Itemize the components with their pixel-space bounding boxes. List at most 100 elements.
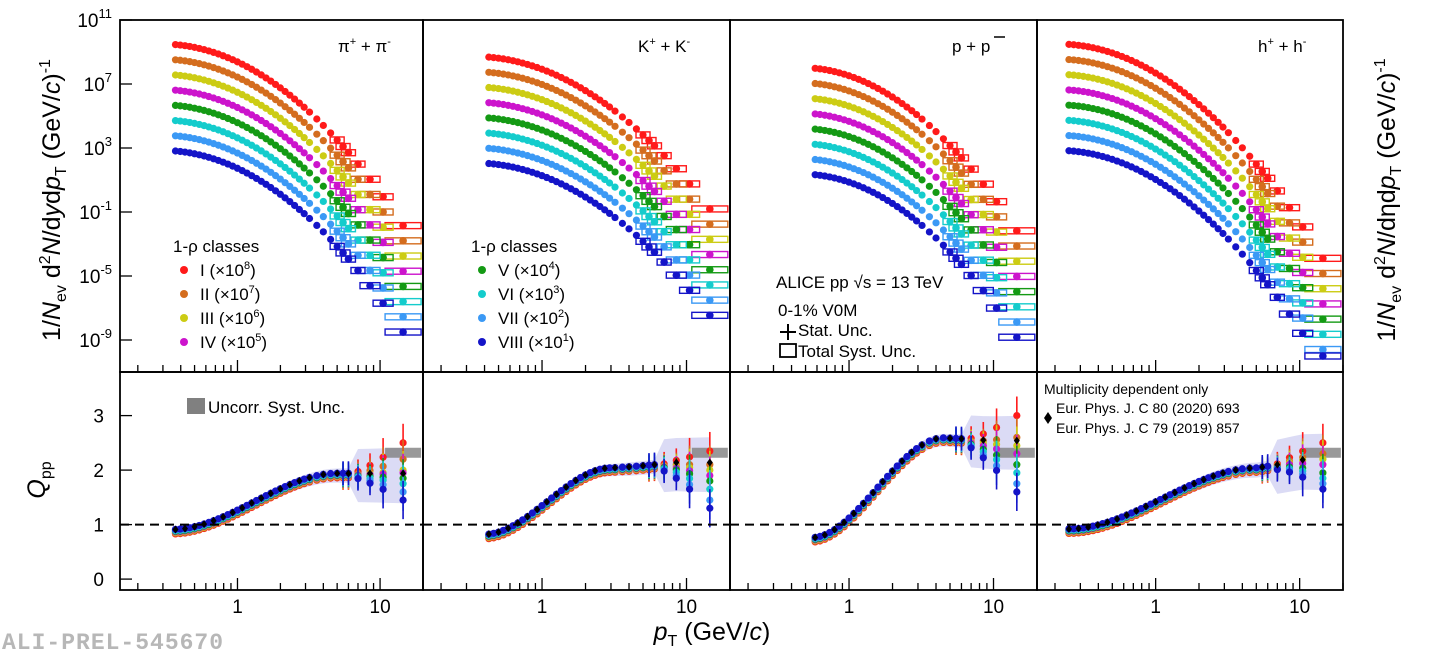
data-point (1285, 468, 1294, 476)
data-point (908, 198, 916, 206)
reference-point (485, 530, 492, 539)
data-point (366, 221, 374, 229)
legend-marker-class-4 (180, 338, 188, 346)
data-point (1298, 299, 1307, 307)
x-tick-label: 10 (676, 597, 697, 618)
data-point (1273, 466, 1281, 474)
data-point (354, 475, 362, 483)
data-point (650, 142, 659, 150)
data-point (632, 170, 641, 179)
data-point (660, 167, 668, 175)
data-point (632, 201, 641, 209)
data-point (1180, 195, 1189, 203)
data-point (333, 197, 341, 205)
data-point (908, 213, 916, 221)
data-point (1224, 205, 1232, 213)
y-tick-label: 103 (84, 134, 112, 160)
data-point (967, 271, 975, 280)
data-point (1285, 219, 1294, 227)
data-point (1219, 169, 1227, 177)
data-point (319, 182, 327, 190)
data-point (1273, 232, 1282, 241)
data-point (300, 134, 308, 142)
data-point (946, 233, 954, 241)
data-point (650, 218, 659, 226)
reference-point (1232, 465, 1239, 474)
data-point (1200, 196, 1208, 204)
data-point (1219, 123, 1227, 131)
data-point (639, 237, 647, 245)
data-point (1252, 266, 1260, 275)
reference-point (1065, 524, 1072, 533)
data-point (685, 180, 694, 188)
species-label-kaon: K+ + K- (638, 36, 691, 56)
data-point (979, 271, 988, 280)
data-point (305, 123, 314, 131)
data-point (295, 129, 303, 138)
data-point (932, 143, 940, 151)
data-point (912, 156, 921, 164)
data-point (305, 138, 314, 147)
data-point (295, 145, 303, 153)
data-point (1180, 89, 1189, 97)
data-point (706, 265, 714, 274)
reference-point (651, 460, 658, 469)
data-point (611, 168, 619, 176)
data-point (1180, 119, 1189, 127)
data-point (300, 118, 308, 127)
data-point (1298, 329, 1307, 338)
legend-marker-class-3 (180, 314, 188, 322)
data-point (939, 180, 948, 188)
data-point (399, 313, 407, 321)
data-point (952, 193, 960, 202)
reference-point (958, 434, 965, 443)
data-point (932, 188, 940, 197)
data-point (1299, 473, 1307, 481)
data-point (339, 218, 347, 227)
data-point (1190, 127, 1198, 135)
data-point (925, 152, 934, 160)
data-point (379, 268, 387, 277)
data-point (295, 114, 303, 122)
data-point (1180, 180, 1189, 188)
data-point (1285, 234, 1294, 242)
reference-point (1171, 488, 1178, 497)
data-point (344, 209, 353, 218)
data-point (946, 187, 954, 195)
data-point (992, 213, 1001, 221)
data-point (1246, 198, 1254, 206)
data-point (1219, 199, 1227, 207)
data-point (605, 464, 614, 472)
y-tick-label: 10-1 (79, 198, 112, 224)
data-point (1185, 184, 1193, 192)
data-point (918, 145, 926, 154)
data-point (327, 469, 335, 478)
data-point (1195, 131, 1203, 139)
data-point (1013, 272, 1021, 281)
reference-point (592, 466, 599, 475)
data-point (1238, 220, 1246, 228)
data-point (946, 157, 954, 165)
reference-point (860, 499, 867, 508)
data-point (1209, 220, 1217, 228)
data-point (379, 284, 387, 292)
data-point (333, 242, 341, 250)
data-point (319, 137, 327, 145)
data-point (918, 161, 926, 169)
data-point (979, 241, 988, 249)
data-point (548, 494, 556, 502)
reference-point (334, 469, 341, 478)
spectrum-class-8-panel-1 (171, 147, 422, 336)
data-point (327, 159, 335, 167)
reference-point (239, 503, 246, 512)
data-point (912, 126, 921, 134)
data-point (918, 130, 926, 138)
reference-point (1162, 493, 1169, 502)
spectrum-class-7-panel-3 (811, 155, 1036, 326)
data-point (650, 248, 659, 257)
data-point (1204, 185, 1213, 193)
data-point (1224, 235, 1232, 243)
data-point (1195, 161, 1203, 170)
data-point (939, 241, 948, 249)
data-point (908, 107, 916, 115)
